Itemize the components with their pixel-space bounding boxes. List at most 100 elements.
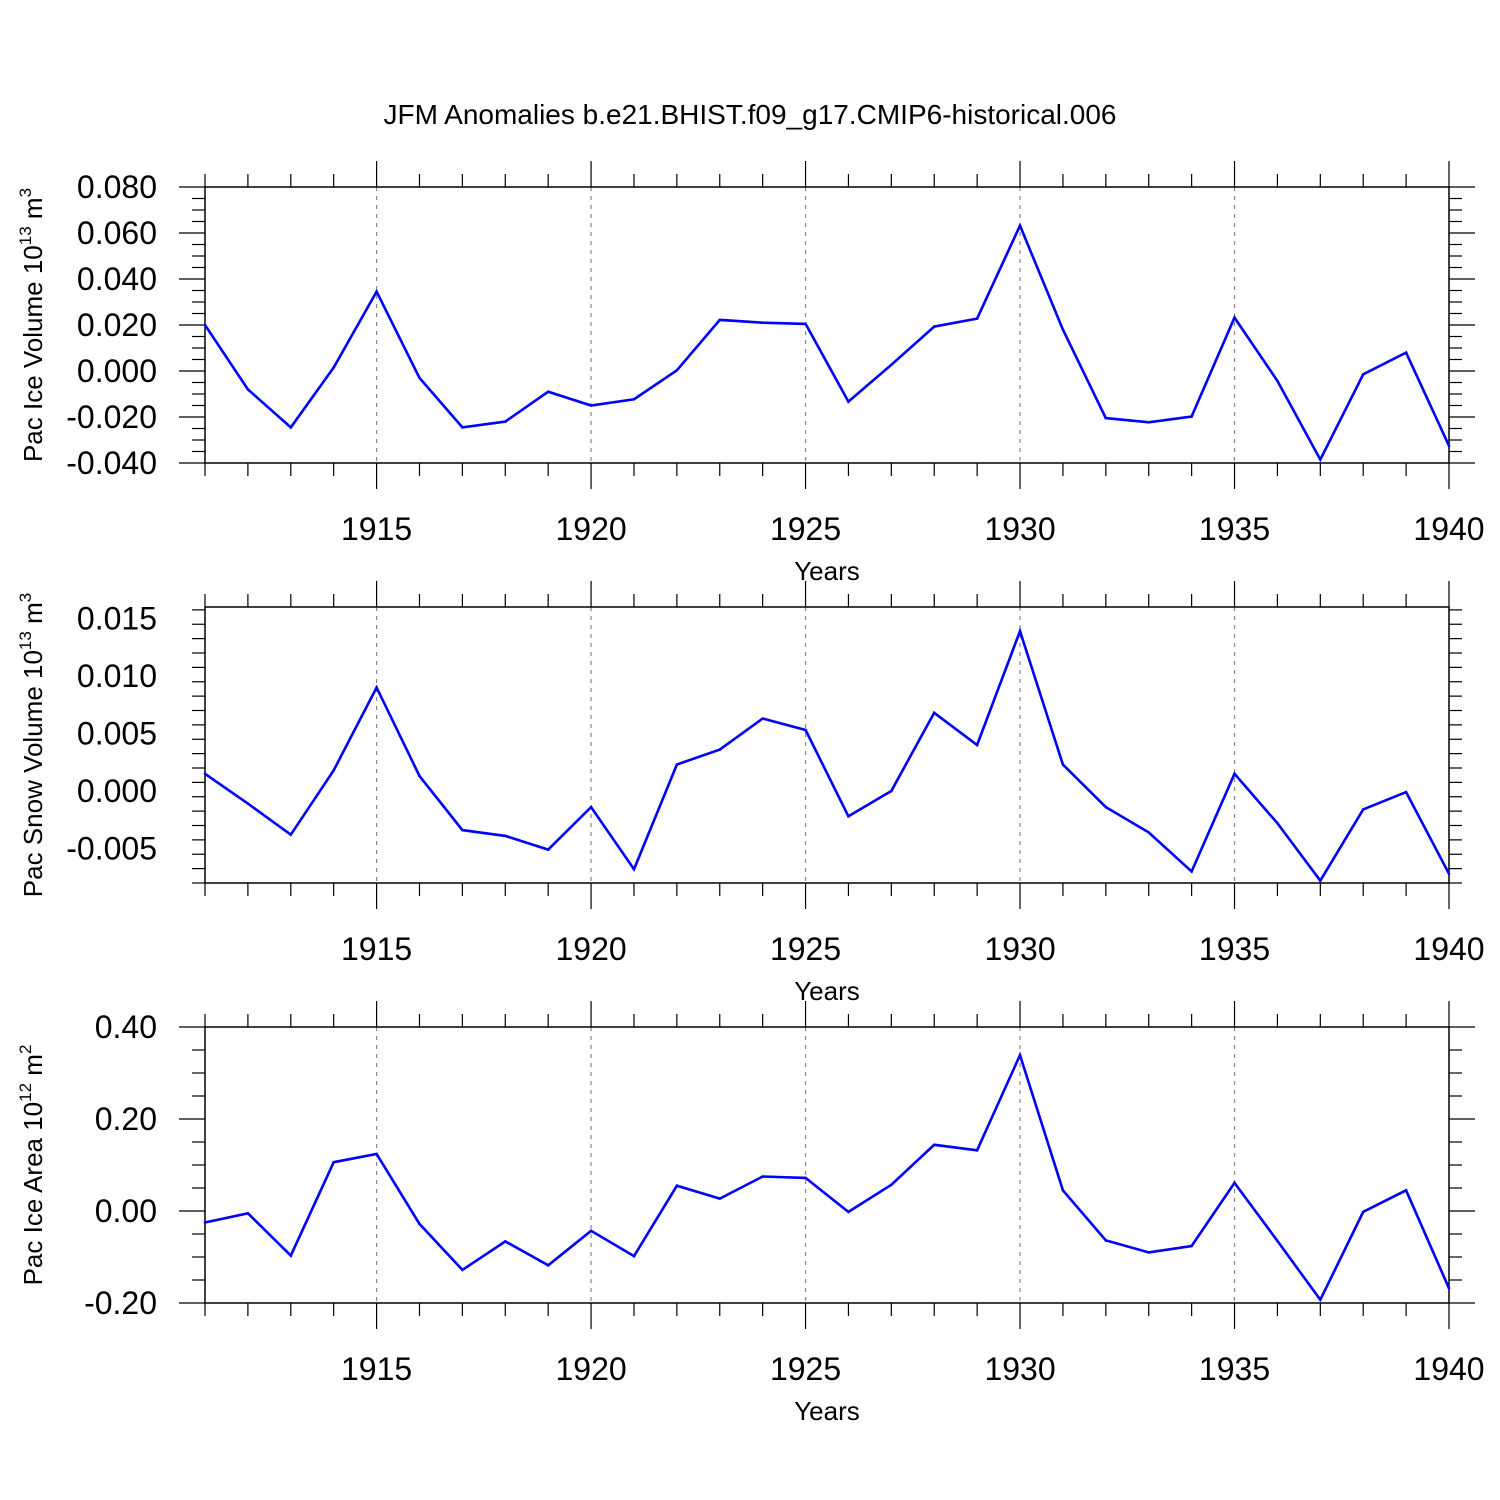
x-tick-label: 1920: [555, 931, 626, 967]
data-point-1928: [932, 711, 936, 715]
panel-1: -0.040 -0.020 0.000 0.020 0.040 0.060 0.080 191…: [16, 161, 1485, 586]
y-axis-label: Pac Ice Area 1012 m2: [16, 1045, 48, 1286]
data-point-1932: [1104, 1239, 1108, 1242]
data-point-1920: [589, 1229, 593, 1233]
x-tick-label: 1915: [341, 931, 412, 967]
data-point-1938: [1361, 1210, 1365, 1214]
x-tick-label: 1930: [984, 511, 1055, 547]
series-line: [204, 1051, 1451, 1303]
data-point-1918: [503, 1240, 507, 1243]
data-point-1934: [1190, 1244, 1193, 1248]
data-point-1911: [203, 772, 207, 776]
data-point-1918: [503, 834, 507, 838]
x-tick-label: 1940: [1413, 931, 1484, 967]
x-tick-label: 1925: [770, 931, 841, 967]
x-tick-label: 1930: [984, 931, 1055, 967]
data-point-1916: [418, 1222, 421, 1226]
data-point-1912: [246, 1212, 250, 1215]
y-tick-label: -0.005: [66, 831, 157, 867]
data-point-1921: [632, 867, 636, 871]
data-point-1921: [632, 1254, 636, 1258]
data-point-1925: [804, 322, 807, 326]
x-tick-label: 1925: [770, 1351, 841, 1387]
panels-group: -0.040 -0.020 0.000 0.020 0.040 0.060 0.080 191…: [16, 161, 1485, 1426]
y-tick-label: -0.040: [66, 445, 157, 481]
data-point-1930: [1018, 629, 1022, 633]
x-tick-label: 1935: [1199, 511, 1270, 547]
data-point-1911: [203, 323, 207, 327]
data-point-1927: [890, 1183, 893, 1187]
data-point-1915: [375, 290, 378, 293]
y-tick-label: -0.020: [66, 399, 157, 435]
data-point-1939: [1404, 1189, 1408, 1192]
data-point-1931: [1061, 328, 1065, 331]
data-point-1935: [1233, 772, 1236, 776]
y-axis-label: Pac Snow Volume 1013 m3: [16, 593, 48, 897]
y-axis-label: Pac Ice Volume 1013 m3: [16, 188, 48, 462]
data-point-1916: [418, 774, 421, 778]
data-point-1921: [632, 397, 636, 401]
y-tick-label: 0.080: [77, 169, 157, 205]
data-point-1928: [932, 325, 936, 328]
data-point-1934: [1190, 870, 1193, 873]
data-point-1935: [1233, 1181, 1236, 1185]
data-point-1913: [289, 426, 293, 429]
data-point-1936: [1276, 1239, 1279, 1243]
data-point-1920: [589, 805, 593, 809]
data-point-1933: [1147, 831, 1151, 834]
x-tick-label: 1915: [341, 511, 412, 547]
y-tick-label: 0.00: [95, 1193, 157, 1229]
data-point-1930: [1018, 1053, 1022, 1057]
data-point-1925: [804, 728, 807, 732]
data-point-1914: [332, 366, 335, 369]
data-point-1911: [203, 1221, 207, 1224]
data-point-1917: [461, 426, 464, 429]
data-point-1920: [589, 404, 593, 407]
data-point-1940: [1447, 1286, 1451, 1290]
y-tick-label: 0.020: [77, 307, 157, 343]
y-tick-label: -0.20: [84, 1285, 157, 1321]
data-point-1922: [675, 369, 679, 372]
data-point-1930: [1018, 224, 1022, 227]
y-tick-label: 0.005: [77, 716, 157, 752]
data-point-1926: [847, 815, 850, 818]
data-point-1922: [675, 763, 679, 766]
x-tick-label: 1925: [770, 511, 841, 547]
data-point-1929: [975, 317, 979, 320]
data-point-1923: [718, 1197, 722, 1200]
y-tick-label: 0.010: [77, 658, 157, 694]
data-point-1919: [546, 1263, 550, 1267]
data-point-1928: [932, 1143, 936, 1147]
x-tick-label: 1935: [1199, 931, 1270, 967]
data-point-1919: [546, 390, 550, 394]
chart-title: JFM Anomalies b.e21.BHIST.f09_g17.CMIP6-…: [383, 99, 1116, 130]
data-point-1924: [761, 1175, 764, 1178]
data-point-1924: [761, 717, 764, 720]
data-point-1929: [975, 1148, 979, 1152]
data-point-1914: [332, 769, 335, 772]
y-tick-label: 0.060: [77, 215, 157, 251]
data-point-1917: [461, 828, 464, 832]
data-point-1926: [847, 400, 850, 403]
panel-2: -0.005 0.000 0.005 0.010 0.015 1915 1920 1925 19…: [16, 581, 1485, 1006]
data-point-1940: [1447, 444, 1451, 448]
x-tick-label: 1935: [1199, 1351, 1270, 1387]
data-point-1937: [1319, 1298, 1322, 1302]
data-point-1927: [890, 363, 893, 367]
data-point-1915: [375, 686, 378, 689]
y-tick-label: 0.000: [77, 353, 157, 389]
data-point-1912: [246, 388, 250, 391]
y-tick-label: 0.015: [77, 601, 157, 637]
data-point-1937: [1319, 458, 1322, 461]
data-point-1938: [1361, 808, 1365, 811]
data-point-1916: [418, 376, 421, 380]
plot-frame: [204, 1026, 1450, 1304]
data-point-1932: [1104, 416, 1108, 420]
data-point-1914: [332, 1160, 335, 1164]
data-point-1931: [1061, 1189, 1065, 1192]
data-point-1938: [1361, 373, 1365, 376]
y-tick-label: 0.000: [77, 773, 157, 809]
data-point-1924: [761, 321, 764, 325]
data-point-1939: [1404, 351, 1408, 354]
data-point-1912: [246, 802, 250, 805]
